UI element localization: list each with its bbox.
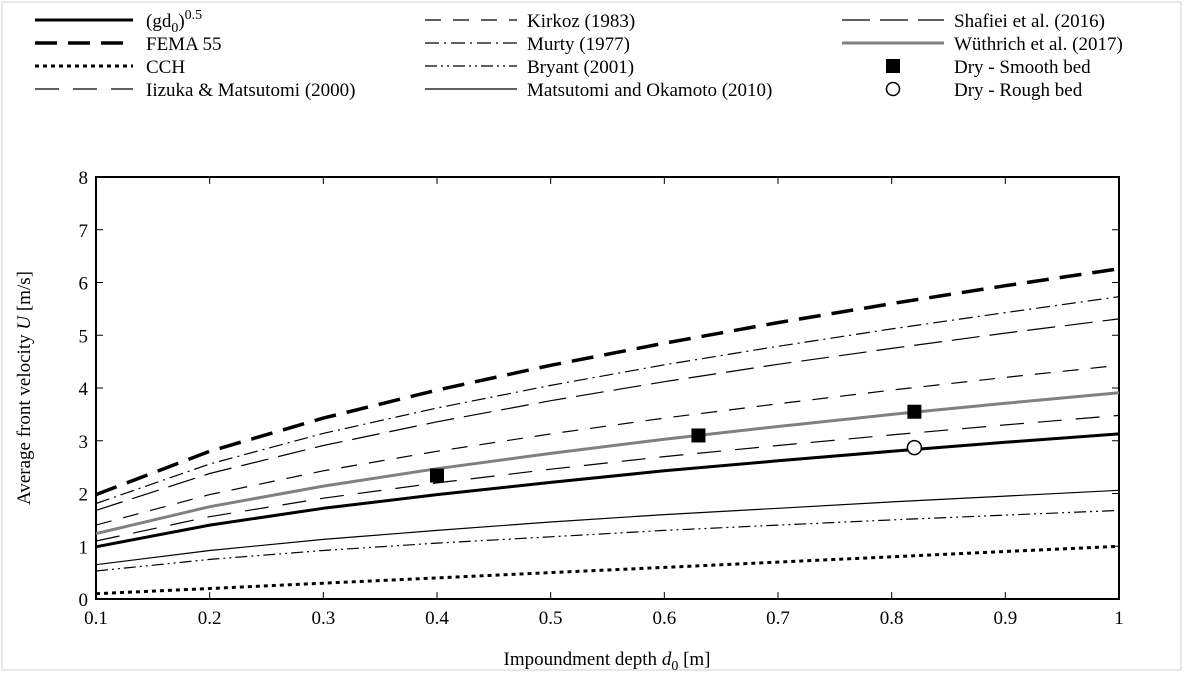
series-line-10 (95, 391, 1120, 536)
legend-label-2: FEMA 55 (146, 34, 222, 55)
series-lines (95, 267, 1120, 596)
data-markers (430, 404, 923, 483)
series-line-1 (95, 432, 1120, 549)
series-line-4 (95, 414, 1120, 542)
marker-square (907, 404, 922, 419)
legend-label-1: (gd0)0.5 (146, 8, 202, 36)
x-tick-label: 0.1 (84, 608, 108, 629)
x-tick-label: 0.2 (198, 608, 222, 629)
legend-label-marker: Dry - Rough bed (954, 80, 1083, 101)
legend-marker-square (886, 59, 900, 73)
series-line-6 (95, 296, 1120, 505)
y-tick-label: 1 (79, 537, 89, 558)
legend-label-8: Matsutomi and Okamoto (2010) (527, 80, 772, 101)
series-line-9 (95, 318, 1120, 511)
x-tick-label: 0.8 (880, 608, 904, 629)
y-tick-label: 3 (79, 432, 89, 453)
axis-ticks: 0.1 0.2 0.3 0.4 0.5 0.6 0.7 0.8 0.9 1 0 1 2 3 4 5 6 7 8 (79, 168, 1124, 629)
legend-marker-circle (885, 81, 901, 97)
legend-label-10: Wüthrich et al. (2017) (954, 34, 1123, 55)
y-tick-label: 5 (79, 326, 89, 347)
marker-circle (906, 439, 923, 456)
y-axis-label: Average front velocity U [m/s] (14, 271, 35, 505)
y-tick-label: 8 (79, 168, 89, 189)
legend-label-5: Kirkoz (1983) (527, 11, 635, 32)
legend-label-4: Iizuka & Matsutomi (2000) (146, 80, 356, 101)
series-line-8 (95, 489, 1120, 566)
series-line-7 (95, 509, 1120, 572)
legend-label-marker: Dry - Smooth bed (954, 57, 1091, 78)
legend-label-3: CCH (146, 57, 185, 78)
x-tick-label: 1 (1114, 608, 1124, 629)
legend-label-9: Shafiei et al. (2016) (954, 11, 1105, 32)
legend-label-6: Murty (1977) (527, 34, 630, 55)
x-tick-label: 0.9 (993, 608, 1017, 629)
y-tick-label: 6 (79, 274, 89, 295)
series-line-5 (95, 364, 1120, 526)
x-tick-label: 0.4 (425, 608, 449, 629)
x-tick-label: 0.7 (766, 608, 790, 629)
series-line-2 (95, 267, 1120, 497)
marker-square (691, 428, 706, 443)
series-line-3 (95, 544, 1120, 596)
legend-label-7: Bryant (2001) (527, 57, 634, 78)
y-tick-label: 2 (79, 485, 89, 506)
x-tick-label: 0.6 (652, 608, 676, 629)
y-tick-label: 0 (79, 590, 89, 611)
x-tick-label: 0.3 (311, 608, 335, 629)
marker-square (430, 468, 444, 483)
x-axis-label: Impoundment depth d0 [m] (504, 649, 711, 672)
x-tick-label: 0.5 (539, 608, 563, 629)
y-tick-label: 4 (79, 379, 89, 400)
y-tick-label: 7 (79, 221, 89, 242)
